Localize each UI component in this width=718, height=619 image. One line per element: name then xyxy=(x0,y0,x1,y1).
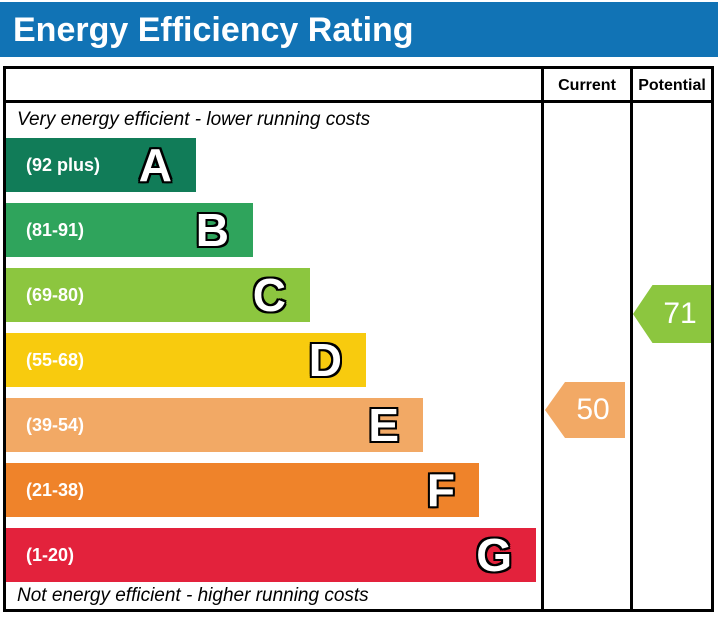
band-list: (92 plus) A (81-91) B (69-80) C (55-68) … xyxy=(6,138,536,593)
band-row: (81-91) B xyxy=(6,203,253,257)
band-letter: D xyxy=(308,334,342,386)
rating-table: Current Potential Very energy efficient … xyxy=(3,66,714,612)
current-column-header: Current xyxy=(558,77,616,94)
band-range-label: (81-91) xyxy=(26,219,85,240)
page-title: Energy Efficiency Rating xyxy=(13,10,414,49)
band-row: (1-20) G xyxy=(6,528,536,582)
band-range-label: (55-68) xyxy=(26,349,85,370)
current-column-divider xyxy=(541,69,544,609)
potential-column-divider xyxy=(630,69,633,609)
band-letter: C xyxy=(252,269,286,321)
band-letter: G xyxy=(476,529,512,581)
band-row: (69-80) C xyxy=(6,268,310,322)
band-letter: A xyxy=(138,139,172,191)
caption-top: Very energy efficient - lower running co… xyxy=(17,109,371,130)
current-rating-value: 50 xyxy=(576,393,610,426)
band-range-label: (21-38) xyxy=(26,479,85,500)
caption-bottom: Not energy efficient - higher running co… xyxy=(17,585,369,606)
band-range-label: (1-20) xyxy=(26,544,75,565)
band-letter: B xyxy=(195,204,229,256)
potential-column-header: Potential xyxy=(638,77,706,94)
band-letter: E xyxy=(368,399,399,451)
band-letter: F xyxy=(426,464,455,516)
band-row: (92 plus) A xyxy=(6,138,196,192)
band-range-label: (69-80) xyxy=(26,284,85,305)
band-row: (39-54) E xyxy=(6,398,423,452)
band-row: (55-68) D xyxy=(6,333,366,387)
current-rating-arrow: 50 xyxy=(545,382,625,438)
header-row-divider xyxy=(6,100,711,103)
potential-rating-value: 71 xyxy=(663,297,697,330)
band-row: (21-38) F xyxy=(6,463,479,517)
title-bar: Energy Efficiency Rating xyxy=(0,2,718,57)
band-range-label: (39-54) xyxy=(26,414,85,435)
band-range-label: (92 plus) xyxy=(26,154,101,175)
potential-rating-arrow: 71 xyxy=(633,285,711,343)
